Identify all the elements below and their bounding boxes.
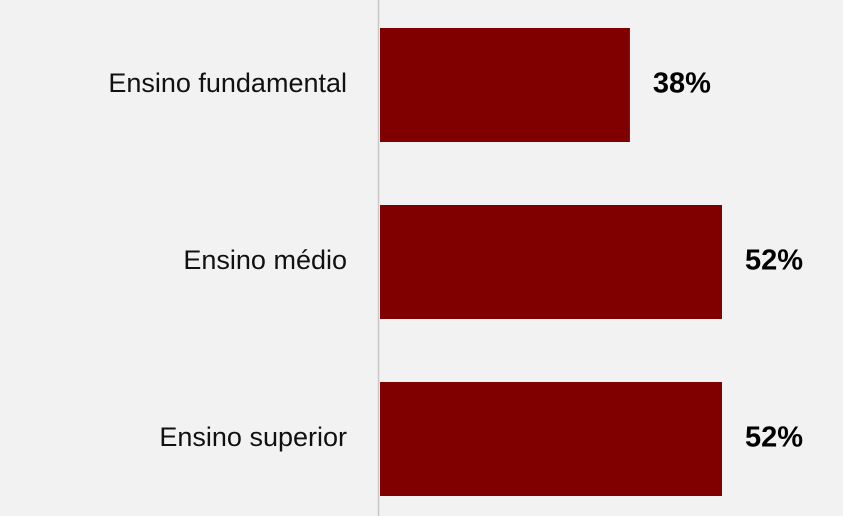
bar: [380, 205, 722, 319]
value-label: 52%: [745, 422, 803, 454]
category-label: Ensino médio: [183, 245, 347, 275]
category-label: Ensino fundamental: [108, 68, 347, 98]
category-label: Ensino superior: [159, 422, 347, 452]
bar: [380, 28, 630, 142]
value-label: 52%: [745, 245, 803, 277]
value-label: 38%: [653, 68, 711, 100]
bar: [380, 382, 722, 496]
